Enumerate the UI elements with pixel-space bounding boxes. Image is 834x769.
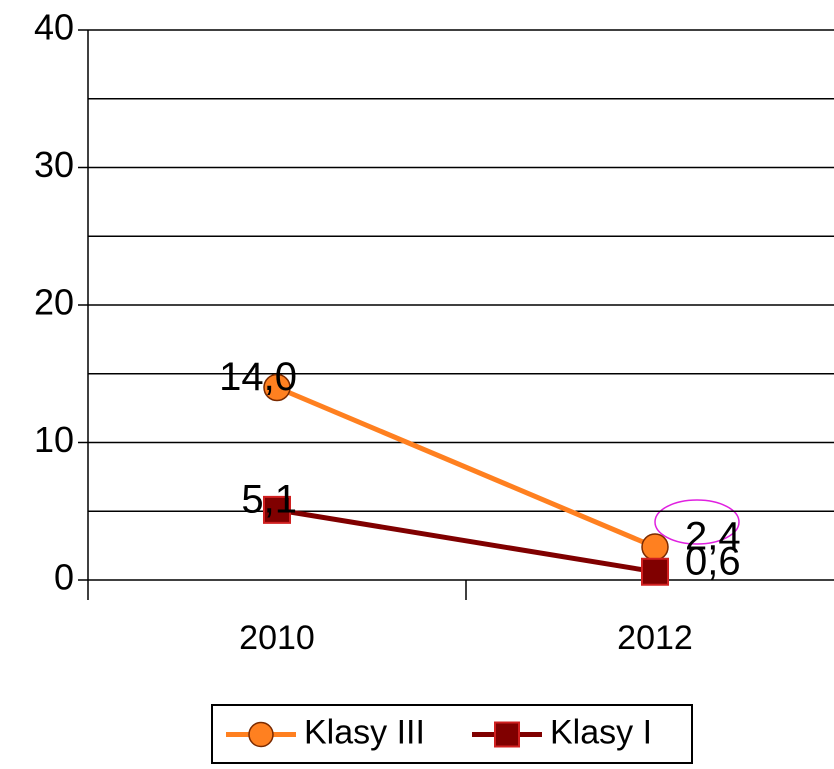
series-line [276,507,656,575]
annotation-ellipse [654,499,740,545]
legend-marker [494,721,520,748]
data-point [263,373,291,402]
data-label: 2,4 [685,515,741,559]
data-label: 0,6 [685,539,741,583]
y-tick-label: 0 [54,557,74,598]
legend-label: Klasy III [304,713,425,751]
x-tick-label: 2012 [617,619,693,657]
series-line [276,385,656,550]
y-tick-label: 10 [34,419,74,460]
data-point [641,533,669,561]
data-label: 14,0 [219,355,297,399]
data-point [641,557,669,586]
y-tick-label: 40 [34,7,74,48]
data-point [263,495,291,524]
y-tick-label: 30 [34,144,74,185]
x-tick-label: 2010 [239,619,315,657]
y-tick-label: 20 [34,282,74,323]
data-label: 5,1 [241,477,297,521]
legend-marker [248,721,274,748]
legend-label: Klasy I [550,713,652,751]
